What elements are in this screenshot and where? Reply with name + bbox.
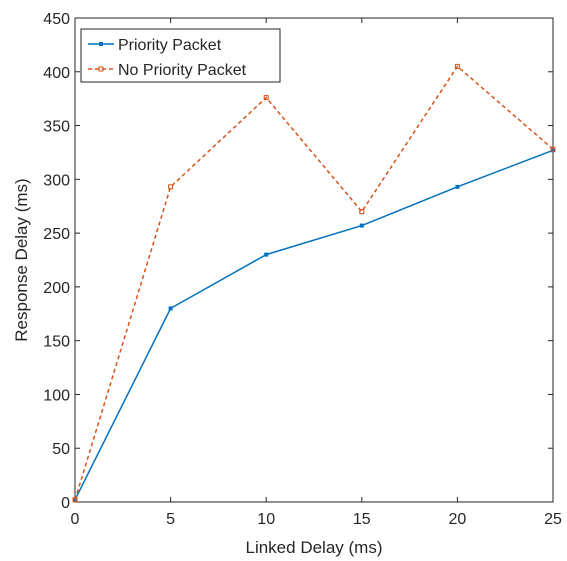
x-axis-title: Linked Delay (ms) [246,538,383,557]
data-point-no-priority-packet [454,63,460,69]
y-tick-label: 450 [43,11,70,28]
legend-label-priority-packet: Priority Packet [118,37,222,54]
legend: Priority Packet No Priority Packet [80,28,281,83]
data-point-no-priority-packet [359,209,365,215]
data-point-priority-packet [455,184,460,189]
x-tick-label: 0 [71,511,80,528]
plot-frame [74,17,554,503]
legend-box [80,28,281,83]
series-line-no-priority-packet [74,65,554,501]
x-tick-label: 10 [257,511,275,528]
x-axis: 0 5 10 15 20 25 [71,18,562,528]
y-tick-label: 400 [43,65,70,82]
data-point-priority-packet [359,223,364,228]
series-line-priority-packet [74,149,554,501]
data-point-priority-packet [551,148,555,153]
data-point-no-priority-packet [168,184,174,190]
y-tick-label: 50 [52,441,70,458]
data-point-priority-packet [168,306,173,311]
x-tick-label: 20 [449,511,467,528]
data-point-no-priority-packet [72,497,78,503]
x-tick-label: 25 [544,511,562,528]
x-tick-label: 15 [353,511,371,528]
plot-area [74,17,554,503]
y-tick-label: 150 [43,334,70,351]
x-tick-label: 5 [166,511,175,528]
legend-marker-no-priority-packet [98,66,104,72]
y-tick-label: 0 [61,495,70,512]
y-tick-label: 350 [43,119,70,136]
legend-label-no-priority-packet: No Priority Packet [118,62,247,79]
y-tick-label: 100 [43,387,70,404]
y-tick-label: 250 [43,226,70,243]
legend-marker-priority-packet [99,42,103,46]
data-point-no-priority-packet [550,146,556,152]
data-point-no-priority-packet [263,95,269,101]
series-layer [72,63,556,503]
y-axis-title: Response Delay (ms) [12,178,31,341]
y-tick-label: 200 [43,280,70,297]
data-point-priority-packet [264,252,269,257]
y-tick-label: 300 [43,172,70,189]
